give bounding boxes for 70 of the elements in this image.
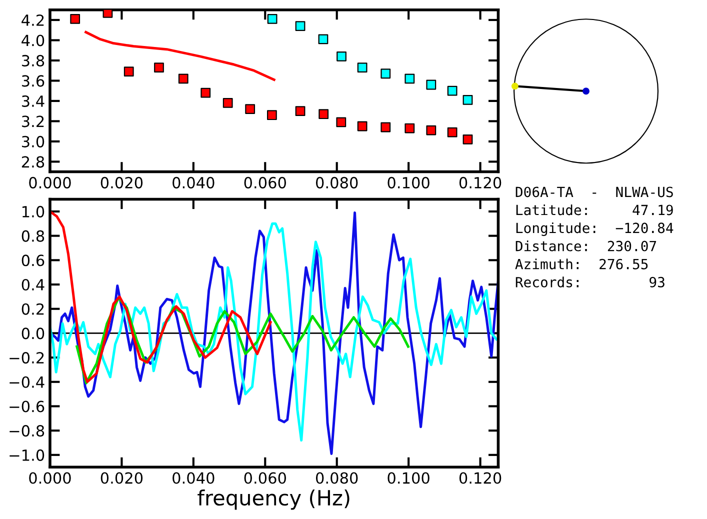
point bbox=[222, 98, 233, 108]
point bbox=[267, 110, 277, 120]
point bbox=[200, 88, 211, 98]
text: Distance: 230.07 bbox=[516, 240, 656, 252]
y-tick-label: −1.0 bbox=[10, 449, 44, 461]
y-tick-label: 0.4 bbox=[22, 278, 44, 291]
y-tick-label: 4.0 bbox=[22, 34, 44, 46]
point bbox=[404, 123, 415, 134]
point bbox=[357, 121, 368, 132]
point bbox=[380, 122, 391, 132]
point bbox=[102, 10, 113, 18]
x-tick-label: 0.100 bbox=[388, 472, 430, 484]
point bbox=[357, 62, 368, 72]
y-tick-label: −0.4 bbox=[10, 376, 44, 388]
y-tick-label: 2.8 bbox=[22, 156, 44, 168]
point bbox=[295, 21, 306, 31]
y-tick-label: 4.2 bbox=[22, 14, 44, 26]
y-tick-label: −0.2 bbox=[10, 352, 44, 364]
x-tick-label: 0.000 bbox=[29, 176, 71, 188]
point bbox=[124, 66, 134, 77]
point bbox=[447, 127, 458, 138]
y-tick-label: 0.6 bbox=[22, 254, 44, 266]
y-tick-label: 0.8 bbox=[22, 230, 44, 242]
y-tick-label: −0.6 bbox=[10, 400, 44, 412]
y-tick-label: −0.8 bbox=[10, 425, 44, 437]
x-tick-label: 0.040 bbox=[172, 176, 214, 188]
text: Latitude: 47.19 bbox=[516, 204, 673, 216]
x-tick-label: 0.120 bbox=[459, 176, 502, 188]
x-tick-label: 0.100 bbox=[388, 176, 430, 188]
text: Azimuth: 276.55 bbox=[515, 258, 648, 270]
x-tick-label: 0.120 bbox=[459, 472, 502, 484]
point bbox=[245, 104, 256, 114]
x-tick-label: 0.020 bbox=[100, 176, 143, 188]
y-tick-label: 0.0 bbox=[22, 328, 44, 340]
y-tick-label: 3.8 bbox=[22, 54, 44, 66]
text: Longitude: −120.84 bbox=[516, 222, 674, 236]
point bbox=[426, 80, 436, 90]
point bbox=[404, 74, 415, 84]
y-tick-label: 1.0 bbox=[22, 206, 44, 218]
x-axis-title: frequency (Hz) bbox=[198, 490, 350, 510]
x-tick-label: 0.040 bbox=[172, 472, 214, 484]
point bbox=[426, 125, 436, 136]
point bbox=[380, 68, 391, 79]
point bbox=[318, 109, 329, 120]
x-tick-label: 0.080 bbox=[316, 176, 358, 188]
x-tick-label: 0.080 bbox=[316, 472, 358, 484]
point bbox=[447, 86, 458, 96]
point bbox=[70, 14, 80, 24]
text: Records: 93 bbox=[516, 276, 664, 288]
x-tick-label: 0.060 bbox=[244, 472, 286, 484]
point bbox=[154, 62, 164, 72]
point bbox=[336, 51, 346, 62]
point bbox=[462, 134, 473, 144]
point bbox=[295, 106, 306, 116]
point bbox=[462, 94, 473, 105]
point bbox=[178, 74, 188, 84]
y-tick-label: 3.0 bbox=[22, 136, 44, 148]
point bbox=[267, 14, 278, 24]
x-tick-label: 0.000 bbox=[29, 472, 71, 484]
y-tick-label: 3.4 bbox=[22, 95, 44, 107]
x-tick-label: 0.020 bbox=[100, 472, 143, 484]
line-series bbox=[84, 30, 276, 81]
line-series bbox=[50, 210, 272, 384]
point bbox=[336, 117, 346, 128]
y-tick-label: 0.2 bbox=[22, 303, 44, 315]
y-tick-label: 3.2 bbox=[22, 116, 44, 128]
text: D06A-TA - NLWA-US bbox=[516, 186, 673, 198]
x-tick-label: 0.060 bbox=[244, 176, 286, 188]
y-tick-label: 3.6 bbox=[22, 75, 44, 87]
point bbox=[318, 34, 328, 44]
